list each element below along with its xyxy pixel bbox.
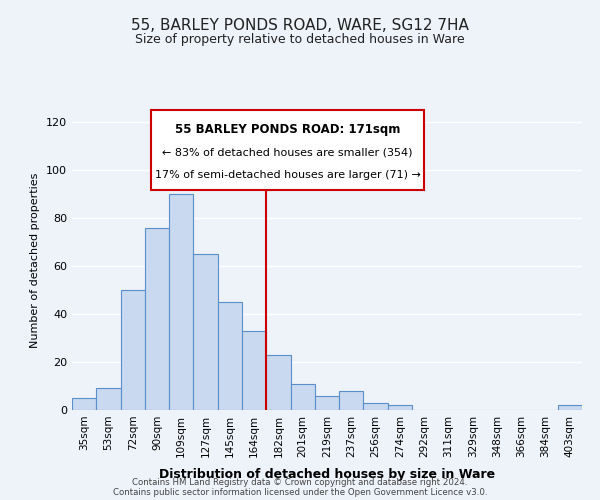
Bar (364, 403, 388, 410)
Text: 55, BARLEY PONDS ROAD, WARE, SG12 7HA: 55, BARLEY PONDS ROAD, WARE, SG12 7HA (131, 18, 469, 32)
Y-axis label: Number of detached properties: Number of detached properties (31, 172, 40, 348)
Text: 17% of semi-detached houses are larger (71) →: 17% of semi-detached houses are larger (… (155, 170, 421, 180)
Bar (315, 396, 339, 410)
Bar (339, 391, 364, 410)
Text: Contains HM Land Registry data © Crown copyright and database right 2024.: Contains HM Land Registry data © Crown c… (132, 478, 468, 487)
Bar (242, 331, 266, 410)
X-axis label: Distribution of detached houses by size in Ware: Distribution of detached houses by size … (159, 468, 495, 481)
Bar (96, 388, 121, 410)
Text: ← 83% of detached houses are smaller (354): ← 83% of detached houses are smaller (35… (162, 148, 413, 158)
Bar (266, 355, 290, 410)
Bar (558, 405, 582, 410)
Bar (290, 384, 315, 410)
Text: Size of property relative to detached houses in Ware: Size of property relative to detached ho… (135, 32, 465, 46)
Bar (72, 398, 96, 410)
FancyBboxPatch shape (151, 110, 424, 190)
Bar (169, 194, 193, 410)
Bar (121, 290, 145, 410)
Bar (218, 302, 242, 410)
Text: Contains public sector information licensed under the Open Government Licence v3: Contains public sector information licen… (113, 488, 487, 497)
Text: 55 BARLEY PONDS ROAD: 171sqm: 55 BARLEY PONDS ROAD: 171sqm (175, 124, 400, 136)
Bar (388, 405, 412, 410)
Bar (193, 254, 218, 410)
Bar (145, 228, 169, 410)
